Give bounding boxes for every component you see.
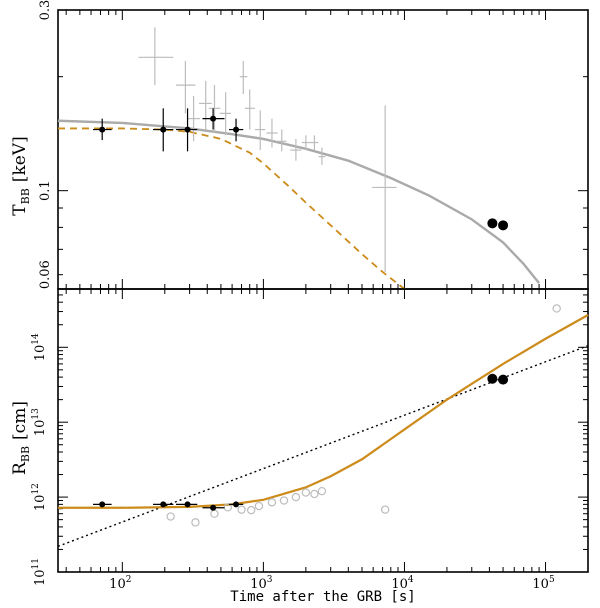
bottom-curves xyxy=(57,314,589,548)
grey-errorbar xyxy=(239,61,248,95)
black-point xyxy=(228,501,244,508)
grey-errorbar xyxy=(244,89,255,130)
top-panel-temperature: 0.3 0.1 0.06 TBB [keV] xyxy=(10,0,589,290)
model-curve-dotted xyxy=(57,345,589,548)
grey-errorbar xyxy=(219,92,232,136)
open-point xyxy=(380,505,390,514)
open-point xyxy=(191,518,200,527)
open-point xyxy=(237,505,246,514)
grey-errorbar xyxy=(199,80,212,130)
top-curves xyxy=(57,119,541,290)
bottom-ylabel-unit: [cm] xyxy=(10,401,30,440)
model-curve-grey xyxy=(57,119,541,284)
big-point xyxy=(498,374,509,385)
open-point xyxy=(210,509,219,518)
x-axis-title: Time after the GRB [s] xyxy=(230,589,415,605)
open-point xyxy=(317,486,327,496)
x-tick-label: 105 xyxy=(532,575,555,592)
grey-errorbar xyxy=(372,105,397,272)
open-point xyxy=(552,304,561,313)
bottom-ylabel: RBB [cm] xyxy=(10,401,32,475)
grey-errorbar xyxy=(187,95,200,142)
top-ylabel-sub: BB xyxy=(19,188,32,204)
y-tick-label: 1011 xyxy=(31,558,48,586)
top-ylabel-unit: [keV] xyxy=(10,136,30,182)
x-tick-label: 102 xyxy=(109,575,131,592)
bottom-panel-frame xyxy=(57,288,589,573)
bottom-ylabel-main: R xyxy=(10,461,30,475)
x-tick-label: 103 xyxy=(250,575,273,592)
open-point xyxy=(279,496,289,505)
grey-errorbar xyxy=(138,27,174,86)
grey-errorbar xyxy=(290,138,302,161)
open-point xyxy=(291,492,301,502)
top-ytick-label: 0.1 xyxy=(38,180,53,201)
grey-errorbar xyxy=(254,110,266,151)
black-point xyxy=(93,118,112,141)
big-point xyxy=(487,218,498,229)
big-point xyxy=(487,373,498,384)
open-point xyxy=(254,501,264,511)
grey-errorbar xyxy=(301,135,311,151)
black-point xyxy=(152,501,174,508)
bottom-ylabel-sub: BB xyxy=(19,446,32,462)
x-tick-label: 104 xyxy=(391,575,414,592)
open-point xyxy=(310,489,319,499)
open-point xyxy=(301,488,311,497)
grey-errorbar xyxy=(266,118,278,148)
grey-errorbar xyxy=(208,85,221,134)
black-point xyxy=(175,501,198,508)
y-tick-label: 1013 xyxy=(31,408,48,436)
top-ytick-label: 0.3 xyxy=(38,0,53,20)
top-ytick-label: 0.06 xyxy=(38,260,53,289)
model-curve-orange-dashed xyxy=(58,127,406,290)
y-tick-label: 1014 xyxy=(31,333,48,361)
y-tick-label: 1012 xyxy=(31,483,48,511)
grey-errorbar xyxy=(277,129,287,152)
bottom-panel-radius: 102 103 104 105 1011 1012 1013 1014 RBB [cm] Tim… xyxy=(10,288,589,605)
black-point xyxy=(93,501,112,508)
top-points xyxy=(93,27,509,272)
black-point xyxy=(202,504,225,511)
bottom-points xyxy=(93,304,561,527)
black-point xyxy=(202,108,225,130)
black-point xyxy=(175,108,198,152)
grey-errorbar xyxy=(318,147,326,165)
model-curve-orange xyxy=(58,314,589,509)
open-point xyxy=(247,505,256,515)
grey-errorbar xyxy=(310,135,319,151)
open-point xyxy=(166,512,175,521)
top-ylabel: TBB [keV] xyxy=(10,136,32,215)
bottom-ticks: 102 103 104 105 1011 1012 1013 1014 xyxy=(31,288,589,592)
black-point xyxy=(228,118,244,142)
top-ticks: 0.3 0.1 0.06 xyxy=(38,0,589,289)
big-point xyxy=(498,220,509,231)
top-ylabel-main: T xyxy=(10,204,30,216)
black-point xyxy=(152,108,174,152)
open-point xyxy=(267,498,277,507)
grey-errorbar xyxy=(175,61,196,114)
